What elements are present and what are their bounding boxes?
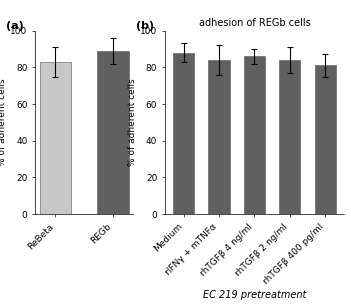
- Bar: [279, 60, 300, 214]
- Bar: [244, 56, 265, 214]
- Y-axis label: % of adherent cells: % of adherent cells: [128, 79, 137, 166]
- Bar: [173, 53, 194, 214]
- Bar: [97, 51, 129, 214]
- Bar: [40, 62, 71, 214]
- Bar: [208, 60, 230, 214]
- Y-axis label: % of adherent cells: % of adherent cells: [0, 79, 7, 166]
- Bar: [314, 65, 336, 214]
- Text: (b): (b): [136, 21, 154, 32]
- Text: EC 219 pretreatment: EC 219 pretreatment: [203, 290, 306, 300]
- Text: (a): (a): [6, 21, 24, 32]
- Title: adhesion of REGb cells: adhesion of REGb cells: [199, 18, 310, 28]
